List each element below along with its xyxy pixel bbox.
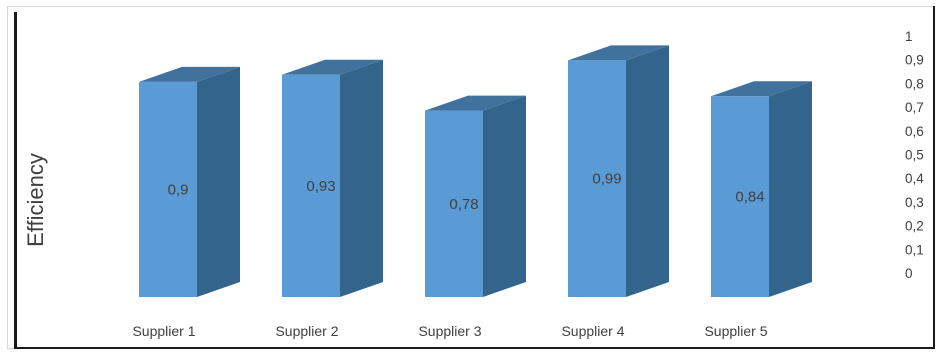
y-tick-label: 0,9 [905,53,924,68]
bar-data-label: 0,9 [168,181,189,198]
bar-side [197,66,240,298]
x-tick-label: Supplier 3 [418,323,481,339]
y-tick-label: 0 [905,266,913,281]
y-tick-label: 1 [905,29,913,44]
y-tick-label: 0,4 [905,171,924,186]
bar-side [626,45,669,297]
y-tick-label: 0,5 [905,148,924,163]
bar-data-label: 0,99 [592,171,621,188]
bar [425,110,483,297]
bar-side [483,95,526,297]
y-tick-label: 0,6 [905,124,924,139]
chart-left-border [14,12,17,348]
x-tick-label: Supplier 2 [275,323,338,339]
bar [711,96,769,298]
x-tick-label: Supplier 1 [132,323,195,339]
y-tick-label: 0,3 [905,195,924,210]
bar-data-label: 0,84 [735,189,764,206]
y-tick-label: 0,8 [905,76,924,91]
bar [568,60,626,297]
bar [139,81,197,298]
bar-data-label: 0,78 [449,196,478,213]
bar-top [711,81,812,97]
y-tick-label: 0,2 [905,219,924,234]
bar-side [769,81,812,298]
bar-data-label: 0,93 [306,178,335,195]
y-tick-label: 0,1 [905,242,924,257]
bar-top [425,95,526,111]
chart-bottom-border [14,347,934,349]
bar-top [139,66,240,82]
bar-top [282,59,383,75]
chart-right-border [933,6,935,349]
x-tick-label: Supplier 5 [704,323,767,339]
x-tick-label: Supplier 4 [561,323,624,339]
bar [282,74,340,297]
y-tick-label: 0,7 [905,100,924,115]
bar-side [340,59,383,298]
bar-top [568,45,669,61]
